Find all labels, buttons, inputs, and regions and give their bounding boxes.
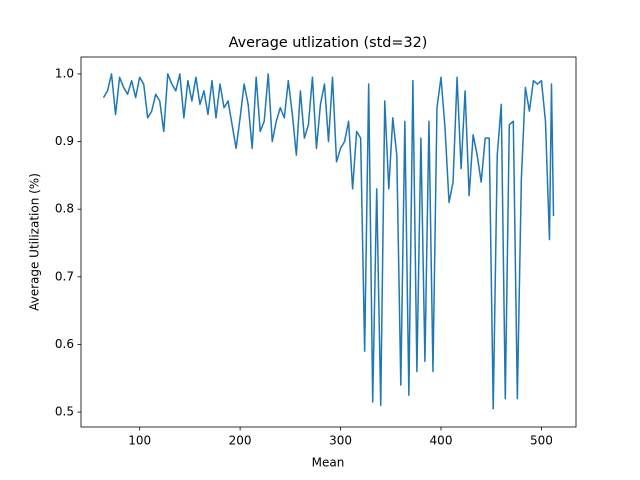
x-axis-label: Mean — [312, 456, 345, 470]
y-axis-label: Average Utilization (%) — [28, 173, 42, 311]
x-tick-label: 400 — [430, 434, 453, 448]
x-tick-label: 500 — [530, 434, 553, 448]
y-tick-label: 1.0 — [55, 66, 74, 80]
x-tick-label: 300 — [329, 434, 352, 448]
y-tick-label: 0.5 — [55, 405, 74, 419]
y-tick-label: 0.8 — [55, 202, 74, 216]
y-tick-label: 0.7 — [55, 269, 74, 283]
data-line — [102, 73, 555, 410]
y-tick-label: 0.9 — [55, 134, 74, 148]
x-tick-label: 100 — [128, 434, 151, 448]
x-tick-label: 200 — [229, 434, 252, 448]
plot-frame — [80, 56, 577, 428]
chart-title: Average utlization (std=32) — [229, 35, 428, 51]
y-tick-label: 0.6 — [55, 337, 74, 351]
